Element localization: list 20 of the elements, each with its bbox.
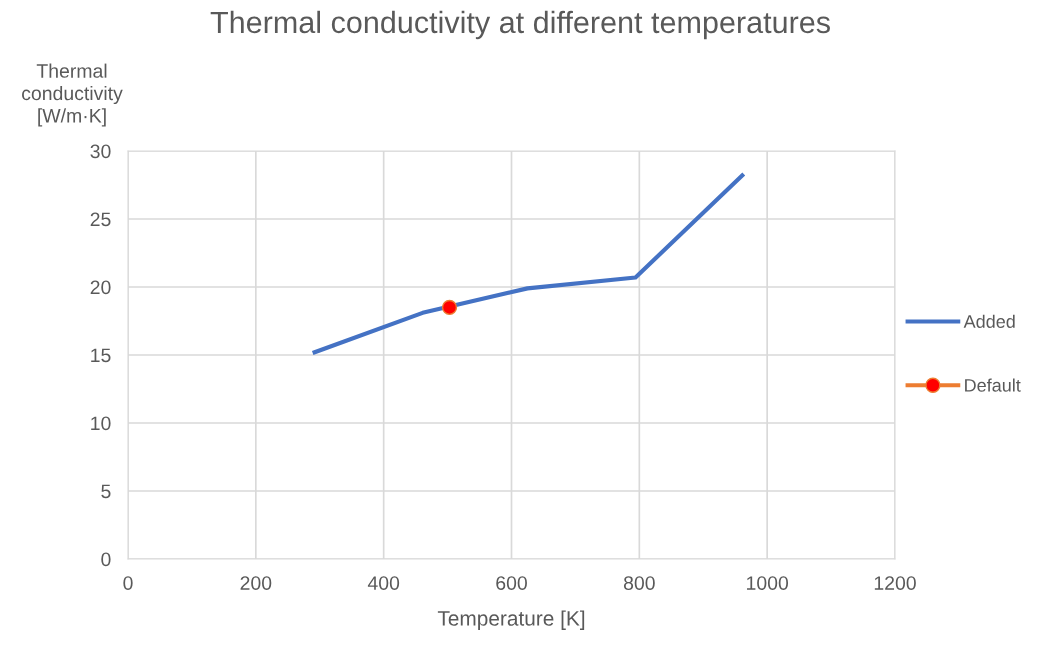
y-tick-label: 5 bbox=[101, 484, 111, 499]
y-tick-label: 10 bbox=[91, 416, 111, 431]
chart-title: Thermal conductivity at different temperatures bbox=[210, 10, 830, 40]
x-tick-label: 200 bbox=[240, 576, 272, 590]
y-axis-title: Thermal conductivity [W/m·K] bbox=[22, 63, 123, 127]
legend-label: Default bbox=[965, 378, 1021, 392]
x-tick-label: 400 bbox=[367, 576, 400, 590]
x-tick-label: 600 bbox=[496, 576, 527, 590]
legend-label: Added bbox=[963, 314, 1015, 328]
y-tick-label: 0 bbox=[101, 552, 111, 567]
x-axis-title: Temperature [K] bbox=[437, 610, 585, 630]
y-tick-label: 15 bbox=[91, 348, 111, 363]
y-tick-label: 25 bbox=[90, 212, 111, 227]
y-tick-label: 20 bbox=[90, 280, 111, 295]
x-tick-label: 1000 bbox=[747, 576, 789, 590]
x-tick-label: 0 bbox=[123, 576, 133, 590]
y-tick-label: 30 bbox=[90, 144, 111, 159]
x-tick-label: 1200 bbox=[874, 576, 916, 590]
x-tick-label: 800 bbox=[623, 576, 655, 590]
line-series bbox=[312, 173, 745, 355]
